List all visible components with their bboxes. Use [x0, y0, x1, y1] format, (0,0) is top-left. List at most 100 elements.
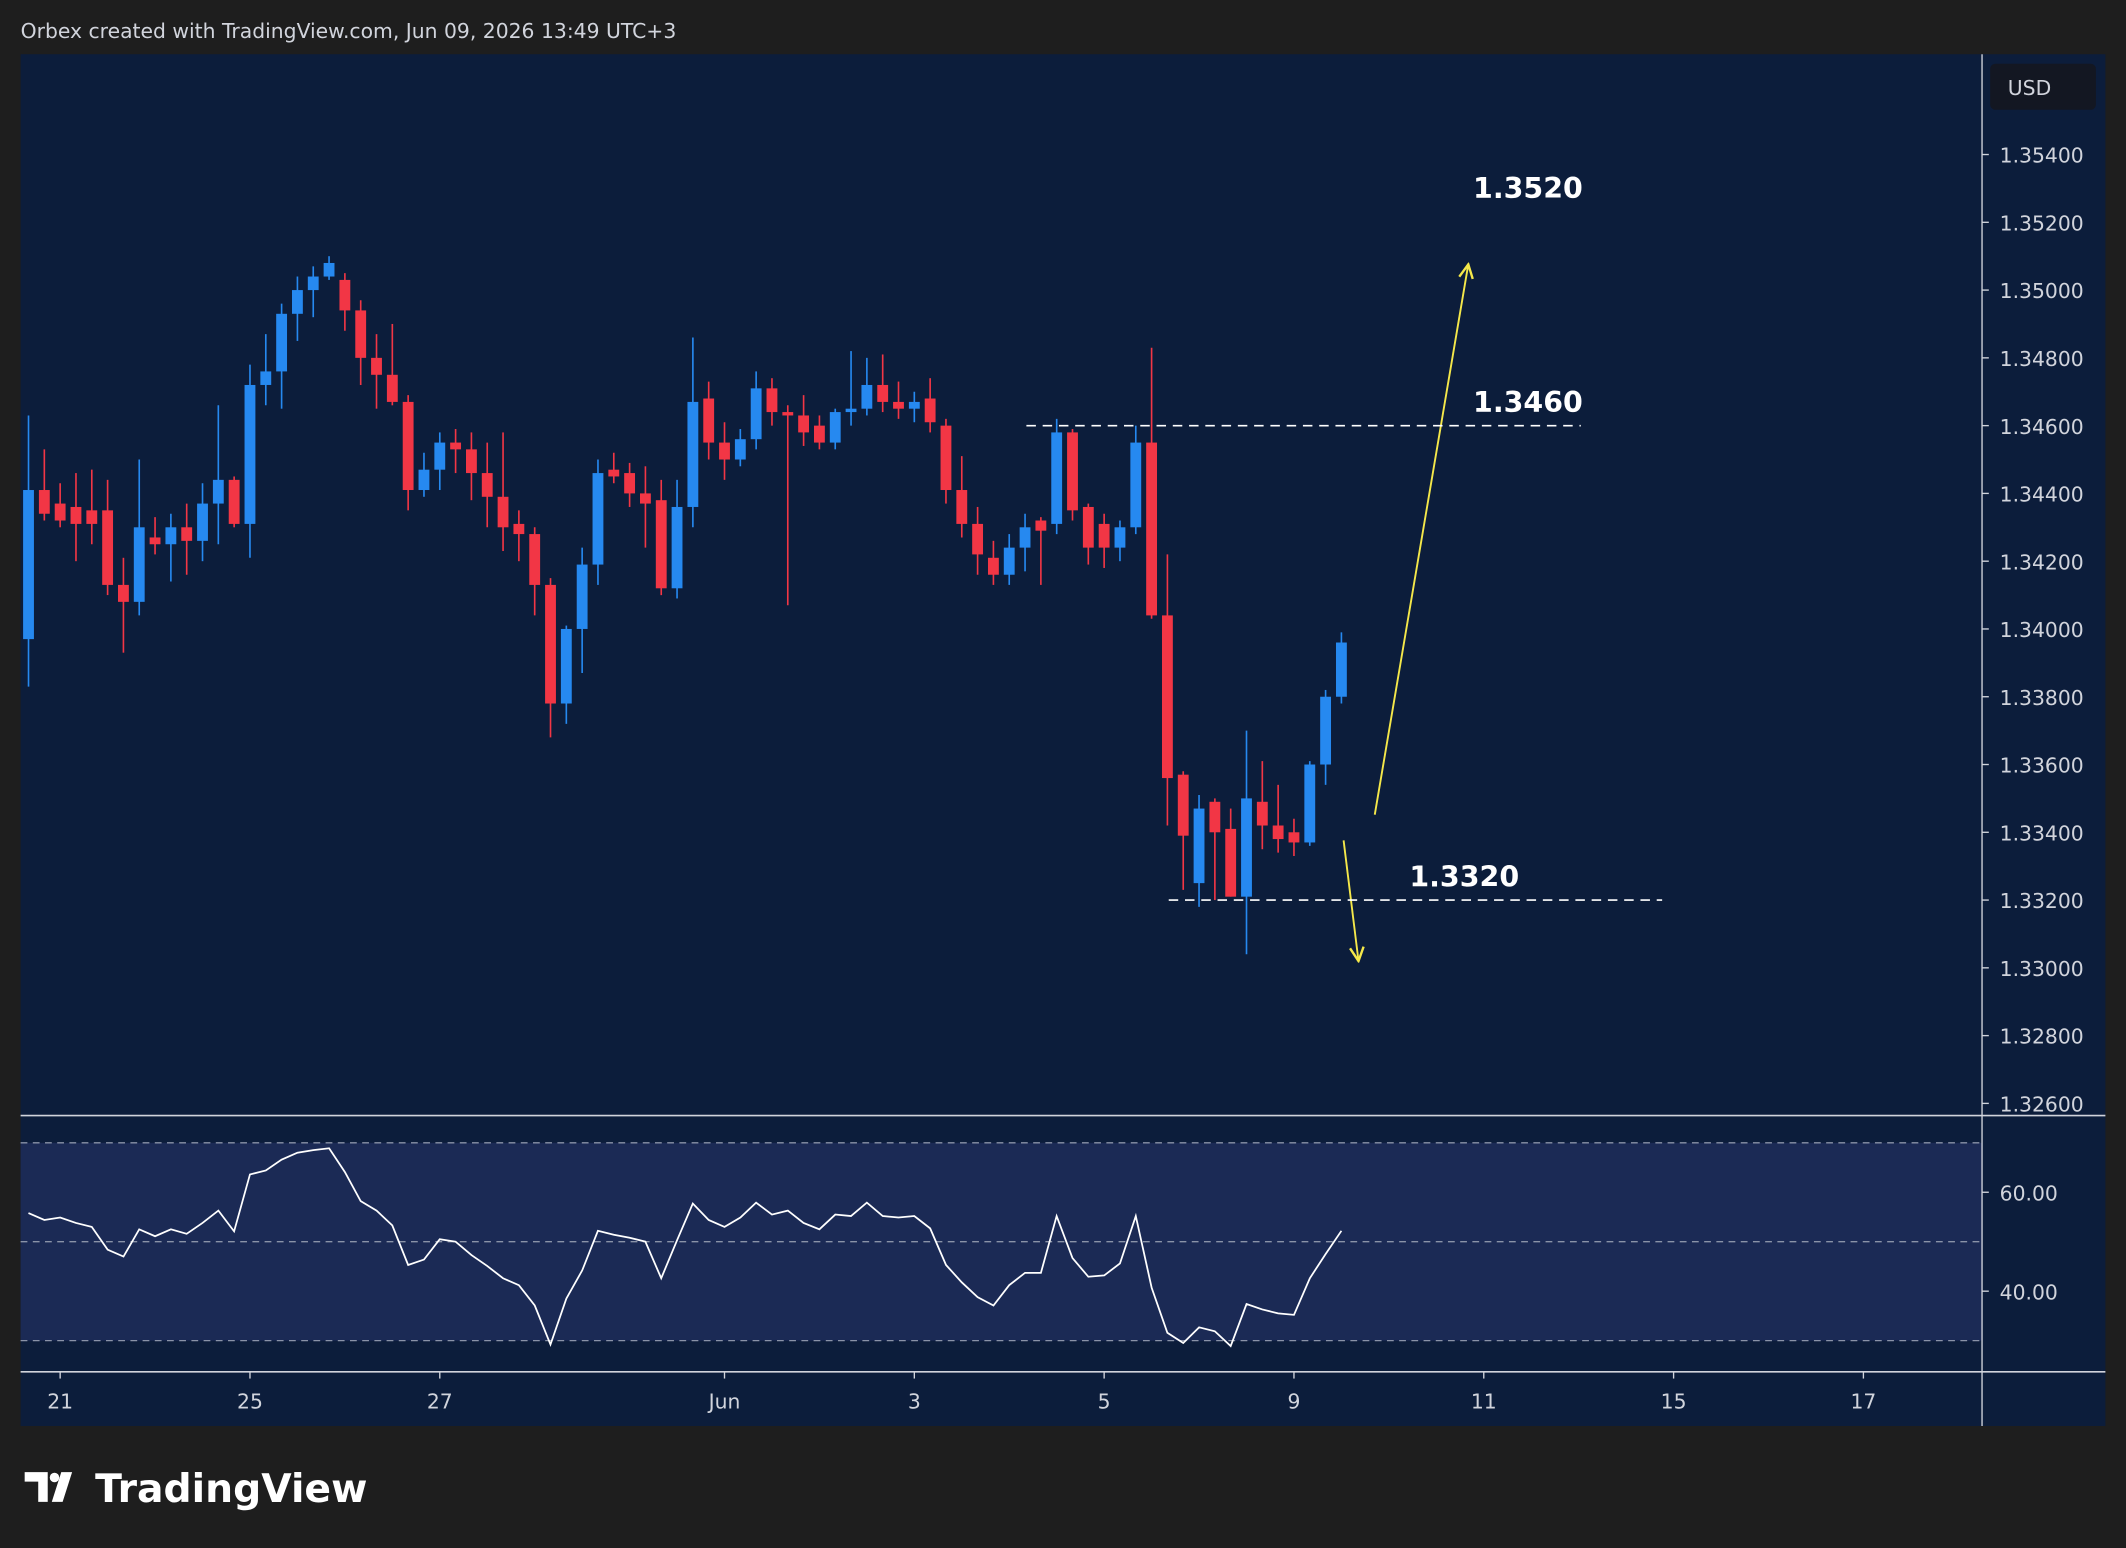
candle-body [1288, 832, 1300, 843]
candle-body [545, 584, 556, 704]
candle-body [940, 425, 952, 491]
y-tick-label: 1.34400 [2000, 483, 2084, 507]
candle-body [1146, 442, 1158, 616]
candle-body [371, 357, 382, 375]
y-tick-label: 1.34600 [2000, 415, 2084, 439]
candle-body [845, 408, 857, 413]
candle-body [687, 401, 699, 507]
candle-body [1082, 506, 1094, 548]
currency-box[interactable] [1990, 63, 2096, 110]
x-tick-label: 25 [237, 1389, 263, 1413]
candle-body [292, 290, 303, 314]
candle-body [1067, 432, 1078, 511]
candle-body [402, 401, 414, 491]
candle-body [908, 401, 920, 409]
candle-body [972, 523, 984, 555]
candle-body [1304, 764, 1316, 843]
candle-body [829, 412, 841, 443]
x-tick-label: 17 [1850, 1389, 1876, 1413]
candle-body [750, 388, 762, 440]
y-tick-label: 1.33800 [2000, 686, 2084, 710]
x-tick-label: 3 [908, 1389, 921, 1413]
candle-body [197, 503, 208, 541]
candle-body [655, 500, 667, 589]
candle-body [228, 479, 240, 524]
candle-body [1256, 801, 1268, 826]
candle-body [798, 415, 810, 433]
x-tick-label: 15 [1661, 1389, 1687, 1413]
candle-body [1051, 432, 1063, 524]
candle-body [355, 310, 367, 358]
candle-body [54, 503, 66, 521]
candle-body [276, 313, 288, 372]
candle-body [1241, 798, 1252, 897]
x-tick-label: 11 [1471, 1389, 1497, 1413]
candle-body [165, 527, 177, 545]
y-tick-label: 1.35200 [2000, 211, 2084, 235]
candle-body [924, 398, 936, 423]
y2-tick-label: 60.00 [2000, 1181, 2058, 1205]
candle-body [481, 473, 493, 497]
candle-body [307, 276, 319, 291]
candle-body [513, 523, 525, 535]
candle-body [1019, 527, 1031, 548]
candle-body [877, 384, 889, 402]
candle-body [118, 584, 129, 602]
candle-body [1209, 801, 1221, 833]
candle-body [1193, 808, 1205, 884]
candle-body [1114, 527, 1126, 548]
level-label: 1.3320 [1409, 861, 1519, 894]
candle-body [1225, 828, 1237, 897]
candle-body [38, 490, 50, 514]
target-label: 1.3520 [1473, 172, 1583, 205]
candle-body [70, 506, 82, 524]
candle-body [23, 490, 34, 640]
candle-body [592, 473, 604, 565]
candle-body [893, 401, 904, 409]
y-tick-label: 1.33400 [2000, 821, 2084, 845]
x-tick-label: 27 [427, 1389, 453, 1413]
candle-body [624, 473, 636, 494]
y-tick-label: 1.34200 [2000, 550, 2084, 574]
candle-body [1003, 547, 1015, 575]
x-tick-label: 9 [1287, 1389, 1300, 1413]
y-tick-label: 1.34000 [2000, 618, 2084, 642]
candle-body [149, 537, 161, 545]
candle-body [1272, 825, 1284, 840]
brand-logo [24, 1472, 73, 1502]
candle-body [529, 534, 541, 585]
candle-body [719, 442, 730, 460]
candle-body [1161, 615, 1173, 779]
header: Orbex created with TradingView.com, Jun … [21, 19, 677, 43]
candle-body [782, 412, 794, 416]
candle-body [576, 564, 588, 629]
candle-body [734, 439, 746, 460]
x-tick-label: Jun [707, 1389, 741, 1413]
y-tick-label: 1.33000 [2000, 957, 2084, 981]
rsi-line [28, 1147, 1343, 1348]
candle-body [434, 442, 446, 470]
candle-body [497, 496, 509, 528]
candle-body [102, 510, 114, 585]
candle-body [244, 384, 256, 524]
arrow-up [1373, 264, 1469, 815]
y2-tick-label: 40.00 [2000, 1280, 2058, 1304]
candle-body [1320, 696, 1332, 765]
level-label: 1.3460 [1473, 386, 1583, 419]
candle-body [1035, 520, 1047, 531]
candle-body [560, 628, 572, 704]
candle-body [608, 469, 620, 477]
candle-body [813, 425, 825, 443]
candle-body [987, 557, 999, 575]
y-tick-label: 1.34800 [2000, 347, 2084, 371]
candle-body [418, 469, 430, 491]
x-tick-label: 5 [1098, 1389, 1111, 1413]
candle-body [861, 384, 873, 409]
candle-body [1335, 642, 1347, 697]
currency: USD [2008, 76, 2051, 100]
y-tick-label: 1.33200 [2000, 889, 2084, 913]
candle-body [386, 374, 398, 402]
candle-body [703, 398, 715, 443]
